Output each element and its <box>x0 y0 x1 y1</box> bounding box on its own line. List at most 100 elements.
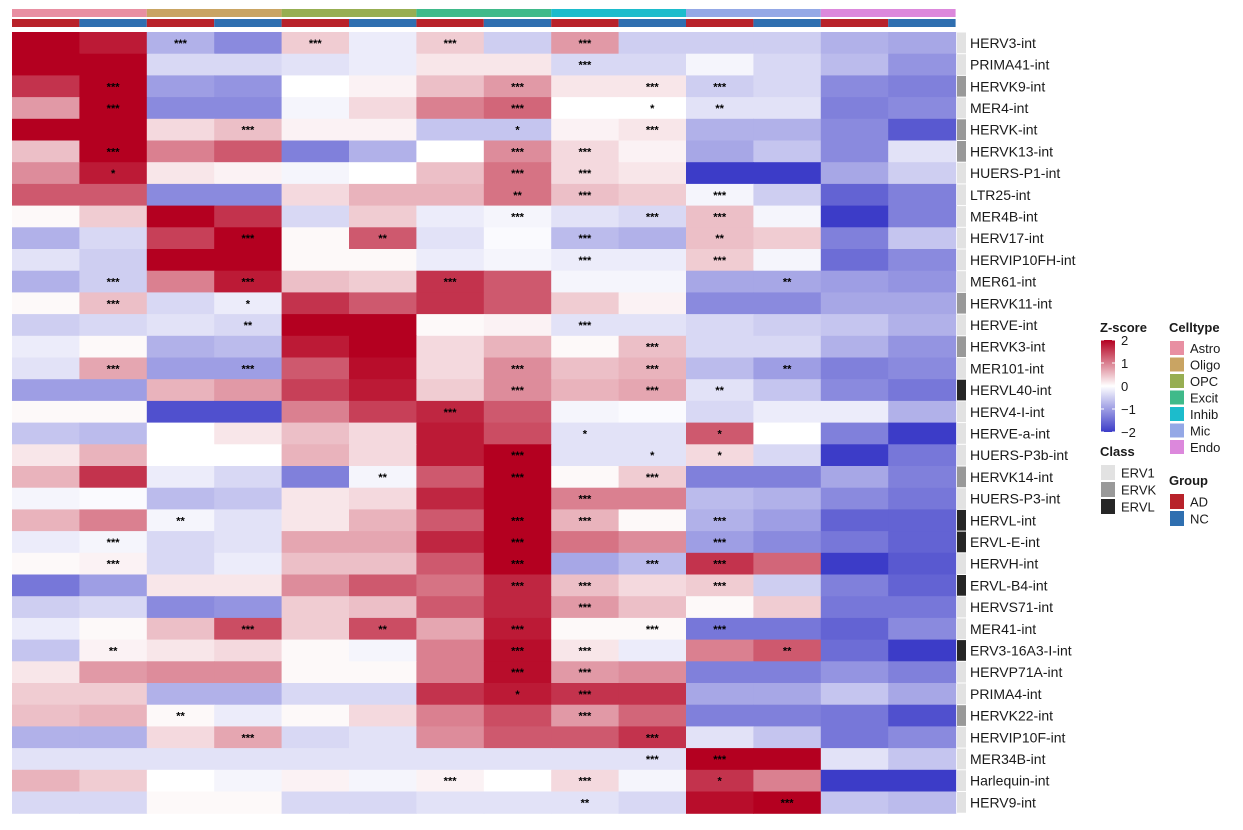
heatmap-cell <box>888 162 957 185</box>
heatmap-cell <box>416 509 485 532</box>
heatmap-cell <box>618 249 687 272</box>
class-bar-ervk <box>957 119 966 140</box>
heatmap-cell <box>214 444 283 467</box>
heatmap-cell <box>888 509 957 532</box>
significance-mark: *** <box>511 667 525 679</box>
heatmap-cell <box>146 509 215 532</box>
significance-mark: *** <box>511 580 525 592</box>
heatmap-cell <box>820 704 889 727</box>
heatmap-cell <box>349 552 417 576</box>
heatmap-cell <box>483 552 552 576</box>
significance-mark: *** <box>713 537 727 549</box>
heatmap-cell <box>686 314 754 337</box>
heatmap-cell <box>12 748 80 771</box>
significance-mark: *** <box>578 515 592 527</box>
heatmap-cell <box>551 769 620 793</box>
heatmap-cell <box>12 596 80 619</box>
heatmap-cell <box>618 314 687 337</box>
heatmap-cell <box>79 791 148 814</box>
significance-mark: *** <box>107 559 121 571</box>
heatmap-cell <box>753 118 822 142</box>
class-bar-ervk <box>957 705 966 726</box>
heatmap-cell <box>349 162 417 185</box>
heatmap-cell <box>146 683 215 706</box>
class-legend-swatch <box>1101 482 1115 497</box>
heatmap-cell <box>686 596 754 619</box>
heatmap-cell <box>349 791 417 814</box>
significance-mark: *** <box>107 81 121 93</box>
row-label: HERVL40-int <box>970 382 1052 398</box>
group-legend-label: NC <box>1190 512 1209 527</box>
significance-mark: * <box>583 428 588 440</box>
heatmap-cell <box>753 53 822 76</box>
heatmap-cell <box>753 292 822 315</box>
group-bar-mic-ad <box>686 19 754 27</box>
heatmap-cell <box>12 617 80 641</box>
heatmap-cell <box>820 249 889 272</box>
heatmap-cell <box>686 75 754 98</box>
heatmap-cell <box>686 422 754 445</box>
heatmap-cell <box>483 32 552 55</box>
heatmap-cell <box>146 32 215 55</box>
heatmap-cell <box>281 75 350 98</box>
heatmap-cell <box>618 75 687 98</box>
heatmap-cell <box>888 683 957 706</box>
heatmap-cell <box>281 466 350 489</box>
heatmap-cell <box>618 227 687 250</box>
heatmap-cell <box>146 292 215 315</box>
celltype-legend-swatch <box>1170 357 1184 372</box>
heatmap-cell <box>618 552 687 576</box>
heatmap-cell <box>214 422 283 445</box>
heatmap-cell <box>618 379 687 402</box>
heatmap-cell <box>146 400 215 424</box>
heatmap-cell <box>416 227 485 250</box>
heatmap-cell <box>686 704 754 727</box>
heatmap-cell <box>820 183 889 207</box>
heatmap-cell <box>214 75 283 98</box>
heatmap-cell <box>686 32 754 55</box>
heatmap-cell <box>281 487 350 510</box>
class-bar-erv1 <box>957 401 966 423</box>
heatmap-cell <box>483 422 552 445</box>
heatmap-cell <box>888 205 957 228</box>
heatmap-cell <box>146 661 215 684</box>
heatmap-cell <box>888 400 957 424</box>
heatmap-cell <box>753 314 822 337</box>
heatmap-cell <box>79 118 148 142</box>
heatmap-cell <box>618 639 687 662</box>
heatmap-cell <box>483 75 552 98</box>
heatmap-cell <box>618 574 687 597</box>
heatmap-cell <box>79 531 148 554</box>
heatmap-cell <box>214 531 283 554</box>
heatmap-cell <box>483 162 552 185</box>
group-legend-swatch <box>1170 511 1184 526</box>
heatmap-cell <box>349 227 417 250</box>
heatmap-cell <box>214 205 283 228</box>
heatmap-cell <box>618 53 687 76</box>
heatmap-cell <box>416 574 485 597</box>
heatmap-cell <box>214 227 283 250</box>
class-bar-erv1 <box>957 661 966 683</box>
class-bar-ervl <box>957 509 966 531</box>
heatmap-cell <box>888 140 957 163</box>
heatmap-cell <box>281 552 350 576</box>
group-bar-endo-ad <box>820 19 889 27</box>
heatmap-cell <box>12 466 80 489</box>
significance-mark: * <box>650 103 655 115</box>
heatmap-cell <box>281 726 350 749</box>
heatmap-cell <box>753 32 822 55</box>
heatmap-cell <box>888 466 957 489</box>
heatmap-cell <box>349 444 417 467</box>
heatmap-cell <box>349 596 417 619</box>
heatmap-cell <box>281 162 350 185</box>
heatmap-cell <box>820 574 889 597</box>
heatmap-cell <box>888 704 957 727</box>
heatmap-cell <box>483 205 552 228</box>
row-label: HERVK3-int <box>970 339 1045 355</box>
heatmap-cell <box>146 574 215 597</box>
heatmap-cell <box>12 75 80 98</box>
heatmap-cell <box>79 466 148 489</box>
group-bar-oligo-ad <box>146 19 215 27</box>
celltype-bar-mic <box>686 9 821 17</box>
